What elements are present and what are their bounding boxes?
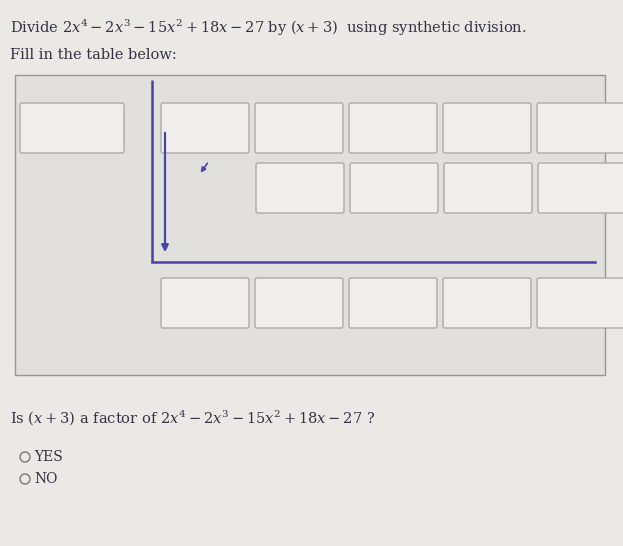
- Circle shape: [20, 474, 30, 484]
- FancyBboxPatch shape: [20, 103, 124, 153]
- FancyBboxPatch shape: [255, 278, 343, 328]
- FancyBboxPatch shape: [537, 278, 623, 328]
- FancyBboxPatch shape: [443, 103, 531, 153]
- FancyBboxPatch shape: [349, 278, 437, 328]
- Circle shape: [20, 452, 30, 462]
- FancyBboxPatch shape: [444, 163, 532, 213]
- FancyBboxPatch shape: [256, 163, 344, 213]
- FancyBboxPatch shape: [538, 163, 623, 213]
- FancyBboxPatch shape: [349, 103, 437, 153]
- FancyBboxPatch shape: [161, 103, 249, 153]
- FancyBboxPatch shape: [15, 75, 605, 375]
- FancyBboxPatch shape: [350, 163, 438, 213]
- FancyBboxPatch shape: [255, 103, 343, 153]
- Text: YES: YES: [34, 450, 63, 464]
- Text: NO: NO: [34, 472, 57, 486]
- Text: Fill in the table below:: Fill in the table below:: [10, 48, 177, 62]
- FancyBboxPatch shape: [161, 278, 249, 328]
- Text: Is $(x + 3)$ a factor of $2x^4 - 2x^3 - 15x^2 + 18x - 27$ ?: Is $(x + 3)$ a factor of $2x^4 - 2x^3 - …: [10, 408, 375, 427]
- Text: Divide $2x^4 - 2x^3 - 15x^2 + 18x - 27$ by $(x+3)$  using synthetic division.: Divide $2x^4 - 2x^3 - 15x^2 + 18x - 27$ …: [10, 18, 526, 38]
- FancyBboxPatch shape: [443, 278, 531, 328]
- FancyBboxPatch shape: [537, 103, 623, 153]
